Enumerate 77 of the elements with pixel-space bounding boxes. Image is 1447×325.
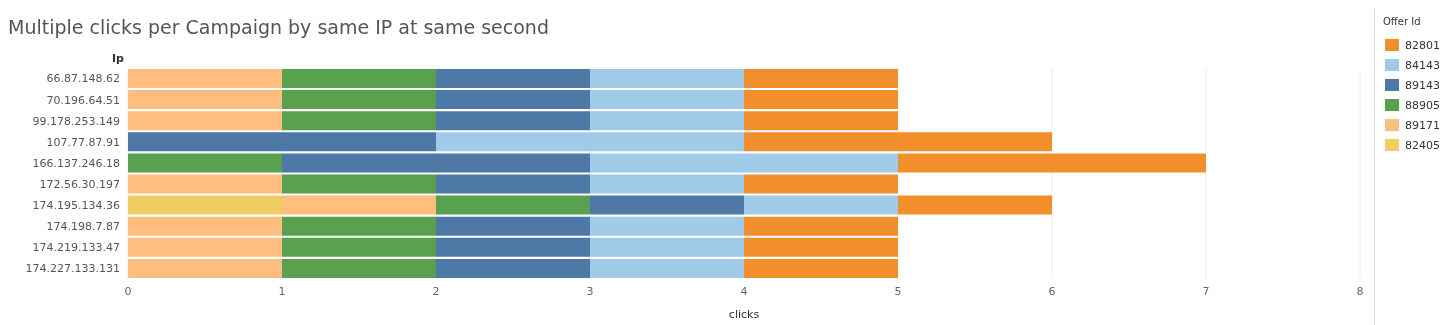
bar (590, 258, 744, 278)
bar (128, 216, 282, 236)
bar (744, 69, 898, 88)
chart-title: Multiple clicks per Campaign by same IP at same second (8, 16, 549, 38)
bar (744, 216, 898, 236)
y-tick-label: 107.77.87.91 (46, 135, 120, 149)
y-tick-label: 172.56.30.197 (39, 177, 120, 191)
bar (282, 69, 436, 88)
x-axis-title: clicks (727, 308, 761, 321)
bar (744, 111, 898, 131)
y-tick-label: 174.198.7.87 (46, 220, 120, 234)
bar (436, 132, 744, 152)
bar (282, 111, 436, 131)
bar (744, 174, 898, 194)
legend-label: 89171 (1405, 118, 1440, 132)
bar (744, 258, 898, 278)
y-tick-label: 174.219.133.47 (32, 241, 120, 255)
bar (282, 174, 436, 194)
bar (436, 90, 590, 110)
bar (128, 237, 282, 257)
bar (128, 153, 282, 173)
bar (128, 132, 436, 152)
y-axis-title: Ip (112, 52, 124, 65)
bar (436, 174, 590, 194)
bar (128, 90, 282, 110)
bar (436, 258, 590, 278)
legend-label: 82405 (1405, 138, 1440, 152)
bar (128, 258, 282, 278)
legend-title: Offer Id (1382, 15, 1422, 29)
x-tick-label: 5 (894, 284, 902, 298)
bar (590, 237, 744, 257)
bar (436, 237, 590, 257)
bar (282, 237, 436, 257)
y-tick-label: 174.195.134.36 (32, 199, 120, 213)
x-tick-label: 3 (586, 284, 594, 298)
y-tick-label: 166.137.246.18 (32, 156, 120, 170)
bar (436, 216, 590, 236)
bar (590, 111, 744, 131)
legend-label: 84143 (1405, 58, 1440, 72)
bar (744, 90, 898, 110)
bar (590, 90, 744, 110)
legend-label: 88905 (1405, 98, 1440, 112)
bar (744, 237, 898, 257)
bar (128, 111, 282, 131)
x-tick-label: 1 (278, 284, 286, 298)
bar (282, 153, 590, 173)
bar (128, 195, 282, 215)
x-tick-label: 6 (1048, 284, 1056, 298)
bar (436, 111, 590, 131)
y-tick-label: 99.178.253.149 (32, 114, 120, 128)
bar (898, 153, 1206, 173)
x-tick-label: 0 (124, 284, 132, 298)
bar (128, 69, 282, 88)
y-tick-label: 66.87.148.62 (46, 72, 120, 86)
bar (436, 195, 590, 215)
bar (590, 153, 898, 173)
bar (590, 195, 744, 215)
x-tick-label: 2 (432, 284, 440, 298)
bar (128, 174, 282, 194)
bar (282, 195, 436, 215)
bar (282, 90, 436, 110)
bar (590, 69, 744, 88)
bar (282, 216, 436, 236)
x-tick-label: 7 (1202, 284, 1210, 298)
bar (282, 258, 436, 278)
legend-label: 89143 (1405, 78, 1440, 92)
legend-label: 82801 (1405, 38, 1440, 52)
bar (744, 195, 898, 215)
bar (898, 195, 1052, 215)
x-tick-label: 4 (740, 284, 748, 298)
bar (590, 216, 744, 236)
x-tick-label: 8 (1356, 284, 1364, 298)
bar (436, 69, 590, 88)
bar (744, 132, 1052, 152)
bar (590, 174, 744, 194)
y-tick-label: 70.196.64.51 (46, 93, 120, 107)
y-tick-label: 174.227.133.131 (25, 262, 120, 276)
